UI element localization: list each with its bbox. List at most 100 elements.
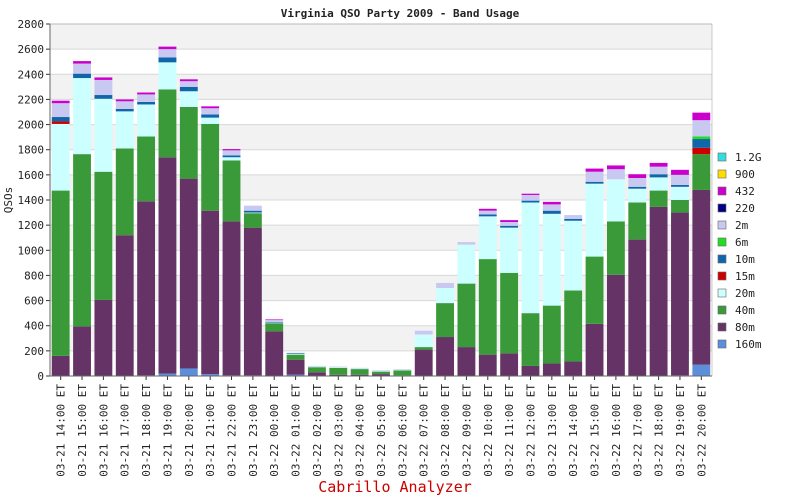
bar-segment-10m [94,95,113,99]
bar-segment-2m [350,367,369,369]
bar-segment-2m [286,352,305,354]
bar-segment-80m [286,359,305,375]
bar-segment-20m [542,213,561,306]
bar-segment-20m [649,177,668,191]
bar-segment-80m [521,365,540,376]
footer-credit: Cabrillo Analyzer [318,478,472,496]
bar-segment-40m [137,136,156,202]
bar-segment-20m [372,370,390,372]
y-tick-label: 2200 [18,93,45,106]
legend-swatch [717,220,727,230]
y-tick-label: 1000 [18,244,45,257]
legend-swatch [717,254,727,264]
y-tick-label: 2000 [18,119,45,132]
y-tick-label: 2800 [18,18,45,31]
x-tick-label: 03-22 18:00 ET [653,384,666,477]
legend-label: 432 [735,185,755,198]
legend-swatch [717,237,727,247]
bar-segment-2m [542,204,561,211]
bar-segment-2m [692,120,711,137]
bar-segment-20m [94,98,113,172]
bar-segment-10m [521,200,540,203]
legend-swatch [717,152,727,162]
bar-segment-2m [606,169,625,180]
bar-segment-2m [393,369,412,370]
legend-swatch [717,271,727,281]
bar-segment-2m [649,166,668,175]
bar-segment-80m [671,212,689,376]
bar-segment-40m [115,148,134,236]
x-tick-label: 03-22 11:00 ET [503,384,516,477]
bar-segment-10m [692,139,711,148]
x-tick-label: 03-22 08:00 ET [439,384,452,477]
x-tick-label: 03-22 04:00 ET [354,384,367,477]
bar-segment-432 [478,208,497,211]
bar-segment-20m [564,220,583,291]
bar-segment-20m [606,179,625,222]
x-tick-label: 03-22 14:00 ET [567,384,580,477]
bar-segment-80m [628,239,647,376]
bar-segment-80m [606,274,625,376]
bar-segment-2m [500,222,519,226]
legend: 1.2G 900 432 220 2m 6m 10m 15m 20m 40m 80m 160m [717,151,762,351]
x-tick-label: 03-22 00:00 ET [268,384,281,477]
bar-segment-40m [94,171,113,300]
bar-segment-40m [308,367,326,373]
bar-segment-432 [73,61,91,64]
bar-segment-10m [286,353,305,354]
bar-segment-2m [158,49,177,58]
bar-segment-80m [265,331,284,376]
x-axis-ticks: 03-21 14:00 ET 03-21 15:00 ET 03-21 16:00 … [55,376,708,477]
bar-segment-432 [585,168,604,172]
x-tick-label: 03-22 07:00 ET [418,384,431,477]
bar-segment-10m [222,155,241,158]
bar-segment-10m [51,117,70,122]
bar-segment-80m [457,347,476,376]
bar-segment-20m [628,188,647,203]
bar-segment-432 [542,201,561,205]
bar-segment-20m [51,123,70,191]
bar-segment-40m [73,154,91,327]
bar-segment-2m [628,178,647,187]
legend-swatch [717,288,727,298]
bar-segment-2m [521,194,540,201]
bar-segment-80m [115,235,134,376]
bar-segment-20m [393,369,412,371]
legend-label: 900 [735,168,755,181]
bar-segment-2m [308,365,326,367]
bar-segment-2m [414,330,433,335]
x-tick-label: 03-22 05:00 ET [375,384,388,477]
bar-segment-80m [243,227,262,376]
bar-segment-432 [521,193,540,195]
plot-border [49,23,713,377]
y-tick-label: 1400 [18,194,45,207]
bar-segment-432 [265,319,284,321]
bar-segment-2m [671,174,689,185]
bar-segment-10m [179,86,198,92]
bar-segment-40m [179,106,198,179]
bar-segment-160m [692,364,711,376]
x-tick-label: 03-22 10:00 ET [482,384,495,477]
legend-label: 80m [735,321,755,334]
bar-segment-2m [243,205,262,211]
bar-segment-80m [94,299,113,376]
x-tick-label: 03-22 03:00 ET [332,384,345,477]
y-tick-label: 2600 [18,43,45,56]
x-tick-label: 03-21 18:00 ET [140,384,153,477]
bar-segment-40m [201,123,220,211]
legend-label: 220 [735,202,755,215]
y-tick-label: 1600 [18,169,45,182]
bar-segment-20m [73,78,91,155]
plot-band [50,49,712,75]
bar-segment-20m [137,104,156,137]
y-tick-label: 400 [24,320,44,333]
legend-label: 160m [735,338,762,351]
x-tick-label: 03-22 15:00 ET [589,384,602,477]
bar-segment-432 [692,112,711,121]
bar-segment-432 [222,149,241,151]
bar-segment-80m [478,354,497,376]
bar-segment-40m [606,221,625,275]
bar-segment-20m [414,334,433,348]
bar-segment-20m [478,216,497,260]
